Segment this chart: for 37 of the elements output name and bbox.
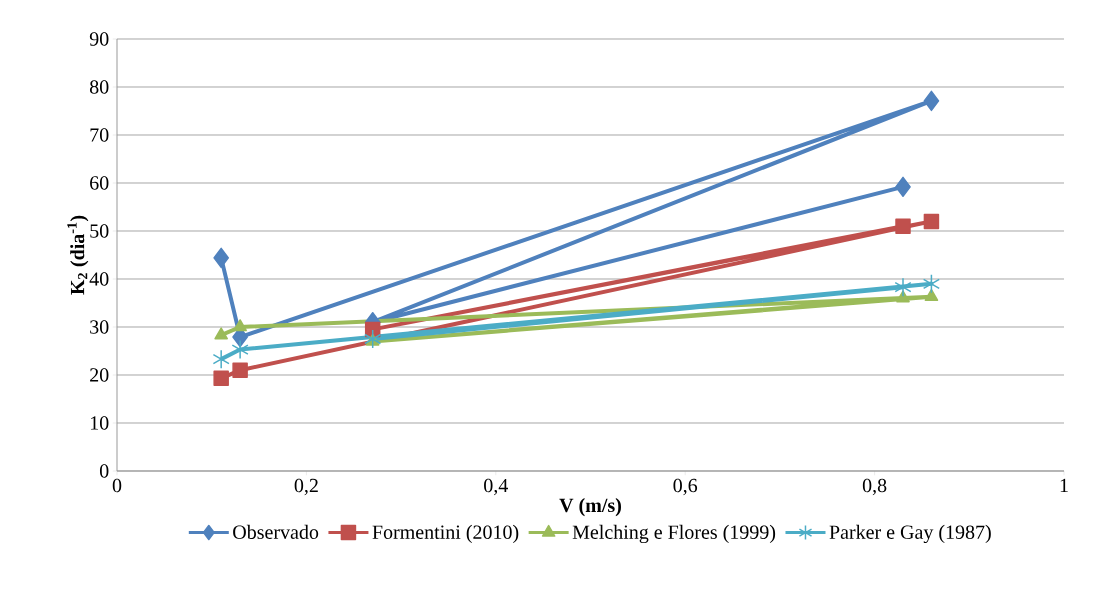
point	[213, 247, 230, 269]
x-axis-title: V (m/s)	[559, 498, 621, 517]
y-tick-label: 20	[90, 368, 109, 382]
point	[894, 277, 912, 297]
point	[923, 213, 940, 230]
point	[233, 319, 247, 332]
point	[922, 274, 940, 294]
point	[231, 339, 249, 360]
point	[895, 176, 911, 198]
point	[923, 90, 940, 112]
x-tick-label: 0	[112, 478, 122, 493]
y-tick-label: 60	[90, 176, 109, 190]
point	[214, 327, 228, 340]
x-tick-label: 0,8	[862, 478, 887, 496]
y-tick-label: 80	[89, 80, 109, 94]
y-tick-label: 50	[90, 224, 109, 238]
point	[213, 370, 229, 387]
point	[895, 218, 911, 234]
y-tick-label: 10	[90, 416, 109, 430]
y-tick-label: 90	[89, 32, 109, 46]
legend-label: Observado	[233, 524, 319, 539]
y-tick-label: 70	[90, 128, 109, 142]
y-tick-label: 30	[90, 320, 109, 334]
y-tick-label: 40	[89, 272, 109, 286]
legend-label: Melching e Flores (1999)	[572, 524, 776, 544]
y-axis-title: K$_{2}$ (dia$^{-1}$)	[67, 215, 89, 295]
x-tick-label: 0,2	[294, 478, 318, 496]
y-tick-label: 0	[99, 464, 109, 478]
x-tick-label: 0,6	[673, 478, 698, 496]
legend-label: Formentini (2010)	[372, 524, 519, 543]
point	[212, 349, 230, 369]
point	[364, 329, 382, 349]
point	[232, 362, 248, 378]
legend-label: Parker e Gay (1987)	[829, 524, 991, 544]
x-tick-label: 0,4	[484, 478, 508, 496]
point	[924, 289, 939, 301]
x-tick-label: 1	[1060, 478, 1068, 492]
